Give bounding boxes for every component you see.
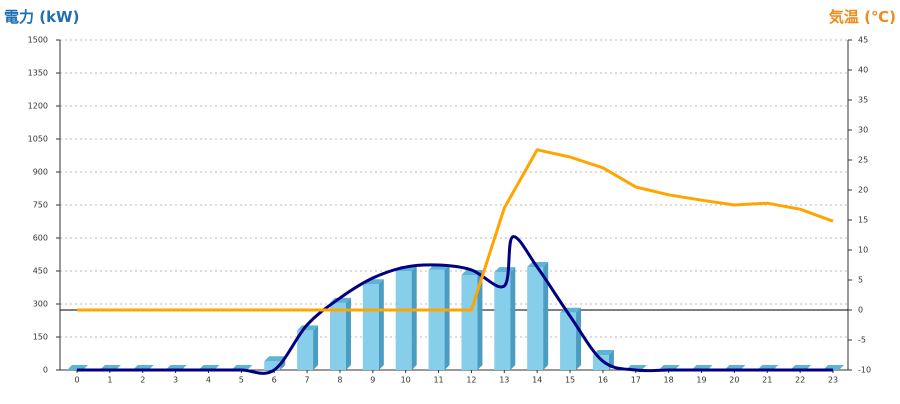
x-tick-label: 13 <box>499 376 509 385</box>
y2-tick-label: 15 <box>858 216 868 225</box>
bar <box>494 267 516 370</box>
y-tick-label: 150 <box>33 333 48 342</box>
x-tick-label: 6 <box>272 376 277 385</box>
y2-tick-label: 25 <box>858 156 868 165</box>
bar-face <box>428 269 445 370</box>
bar <box>297 325 319 370</box>
x-tick-label: 18 <box>664 376 674 385</box>
x-tick-label: 2 <box>140 376 145 385</box>
bar-face <box>411 266 417 370</box>
bar-face <box>362 284 379 370</box>
bar-face <box>510 267 516 370</box>
y2-tick-label: -10 <box>858 366 871 375</box>
bar-face <box>560 312 577 370</box>
bar-face <box>477 269 483 370</box>
bar-face <box>543 262 549 370</box>
bar <box>329 297 351 370</box>
bar <box>395 266 417 370</box>
y-tick-label: 750 <box>33 201 48 210</box>
x-tick-label: 12 <box>466 376 476 385</box>
y2-tick-label: 45 <box>858 36 868 45</box>
bar <box>428 264 450 370</box>
y-tick-label: 0 <box>43 366 48 375</box>
x-tick-label: 8 <box>337 376 342 385</box>
bar-face <box>461 274 478 370</box>
bar <box>527 262 549 370</box>
y-tick-label: 450 <box>33 267 48 276</box>
x-tick-label: 23 <box>828 376 838 385</box>
bar-face <box>313 325 319 370</box>
bar-face <box>297 330 314 370</box>
bar-face <box>395 271 412 370</box>
y-tick-label: 900 <box>33 168 48 177</box>
bar-face <box>576 307 582 370</box>
y-tick-label: 300 <box>33 300 48 309</box>
y2-tick-label: 5 <box>858 276 863 285</box>
x-tick-label: 1 <box>107 376 112 385</box>
bar-face <box>494 267 516 273</box>
x-tick-label: 22 <box>795 376 805 385</box>
line <box>77 148 834 312</box>
bar-face <box>527 267 544 370</box>
y-tick-label: 1350 <box>28 69 48 78</box>
y-tick-label: 1500 <box>28 36 48 45</box>
bar-face <box>592 355 609 370</box>
bar-face <box>444 264 450 370</box>
y2-tick-label: 30 <box>858 126 868 135</box>
y2-tick-label: 20 <box>858 186 868 195</box>
y2-tick-label: 35 <box>858 96 868 105</box>
y-tick-label: 1050 <box>28 135 48 144</box>
x-tick-label: 11 <box>433 376 443 385</box>
y-axis-title: 電力 (kW) <box>4 8 79 26</box>
y-tick-label: 1200 <box>28 102 48 111</box>
x-tick-label: 16 <box>598 376 608 385</box>
y-tick-label: 600 <box>33 234 48 243</box>
y2-tick-label: 10 <box>858 246 868 255</box>
bar-face <box>378 279 384 370</box>
x-tick-label: 15 <box>565 376 575 385</box>
x-tick-label: 19 <box>696 376 706 385</box>
bar-face <box>264 361 281 370</box>
y2-tick-label: -5 <box>858 336 866 345</box>
x-tick-label: 17 <box>631 376 641 385</box>
x-tick-label: 20 <box>729 376 739 385</box>
bar-face <box>494 272 511 370</box>
bar-face <box>527 262 549 268</box>
x-tick-label: 10 <box>401 376 411 385</box>
x-tick-label: 0 <box>74 376 79 385</box>
y2-axis-title: 気温 (℃) <box>829 8 896 26</box>
line <box>76 235 833 375</box>
bar-face <box>264 356 286 362</box>
x-tick-label: 7 <box>305 376 310 385</box>
x-tick-label: 21 <box>762 376 772 385</box>
x-tick-label: 4 <box>206 376 211 385</box>
bar <box>362 279 384 370</box>
x-tick-label: 14 <box>532 376 542 385</box>
y2-tick-label: 0 <box>858 306 863 315</box>
bar-face <box>345 297 351 370</box>
x-tick-label: 3 <box>173 376 178 385</box>
y2-tick-label: 40 <box>858 66 868 75</box>
x-tick-label: 9 <box>370 376 375 385</box>
bar-face <box>592 350 614 356</box>
x-tick-label: 5 <box>239 376 244 385</box>
bar-face <box>329 302 346 370</box>
